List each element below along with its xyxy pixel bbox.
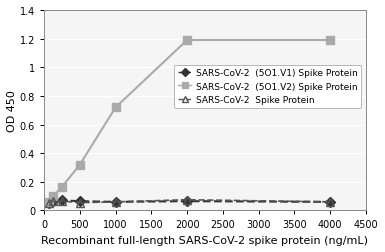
- Line: SARS-CoV-2  Spike Protein: SARS-CoV-2 Spike Protein: [44, 196, 334, 207]
- SARS-CoV-2  (5O1.V1) Spike Protein: [60, 199, 64, 202]
- SARS-CoV-2  (5O1.V1) Spike Protein: [328, 201, 332, 204]
- SARS-CoV-2  (5O1.V2) Spike Protein: [328, 39, 332, 42]
- SARS-CoV-2  Spike Protein: [113, 201, 118, 204]
- SARS-CoV-2  (5O1.V1) Spike Protein: [77, 200, 82, 203]
- Y-axis label: OD 450: OD 450: [7, 90, 17, 132]
- X-axis label: Recombinant full-length SARS-CoV-2 spike protein (ng/mL): Recombinant full-length SARS-CoV-2 spike…: [42, 235, 368, 245]
- SARS-CoV-2  Spike Protein: [60, 200, 64, 203]
- SARS-CoV-2  (5O1.V2) Spike Protein: [51, 195, 55, 198]
- SARS-CoV-2  (5O1.V1) Spike Protein: [113, 201, 118, 204]
- SARS-CoV-2  Spike Protein: [185, 198, 189, 201]
- SARS-CoV-2  (5O1.V2) Spike Protein: [46, 201, 51, 204]
- SARS-CoV-2  (5O1.V2) Spike Protein: [60, 185, 64, 188]
- SARS-CoV-2  (5O1.V2) Spike Protein: [113, 106, 118, 109]
- Legend: SARS-CoV-2  (5O1.V1) Spike Protein, SARS-CoV-2  (5O1.V2) Spike Protein, SARS-CoV: SARS-CoV-2 (5O1.V1) Spike Protein, SARS-…: [174, 65, 361, 108]
- SARS-CoV-2  Spike Protein: [328, 201, 332, 204]
- Line: SARS-CoV-2  (5O1.V2) Spike Protein: SARS-CoV-2 (5O1.V2) Spike Protein: [44, 37, 334, 206]
- SARS-CoV-2  Spike Protein: [51, 200, 55, 203]
- SARS-CoV-2  (5O1.V2) Spike Protein: [77, 164, 82, 167]
- SARS-CoV-2  Spike Protein: [77, 201, 82, 204]
- SARS-CoV-2  (5O1.V1) Spike Protein: [46, 201, 51, 204]
- SARS-CoV-2  Spike Protein: [46, 201, 51, 204]
- SARS-CoV-2  (5O1.V1) Spike Protein: [185, 200, 189, 203]
- SARS-CoV-2  (5O1.V1) Spike Protein: [51, 200, 55, 203]
- Line: SARS-CoV-2  (5O1.V1) Spike Protein: SARS-CoV-2 (5O1.V1) Spike Protein: [45, 197, 333, 206]
- SARS-CoV-2  (5O1.V2) Spike Protein: [185, 39, 189, 42]
